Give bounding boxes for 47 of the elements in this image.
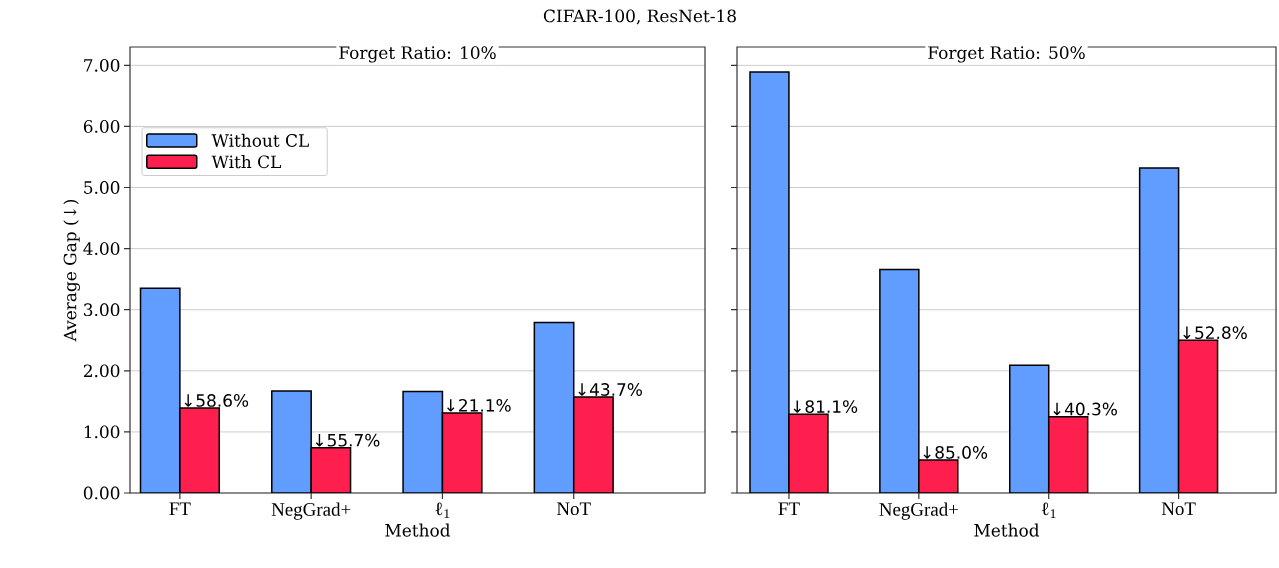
annotation: ↓55.7% — [315, 433, 380, 447]
bar — [179, 407, 221, 493]
y-axis-title: Average Gap (↓) — [63, 199, 80, 342]
x-tick-label: FT — [169, 502, 191, 515]
bar — [533, 321, 575, 493]
annotation: ↓43.7% — [578, 383, 642, 396]
bar — [139, 287, 181, 493]
bar — [749, 71, 790, 493]
text: CIFAR-100, ResNet-18 — [543, 9, 736, 25]
x-tick-label: NegGrad+ — [271, 502, 351, 520]
x-axis-title: Method — [385, 523, 451, 537]
y-tick-label: 1.00 — [84, 425, 120, 439]
bar — [310, 447, 352, 493]
bar — [879, 268, 920, 493]
x-tick-label: ℓ$_{1}$ — [1041, 502, 1056, 518]
annotation: ↓21.1% — [447, 398, 511, 412]
y-tick-label: 3.00 — [84, 303, 120, 317]
x-tick-label: NoT — [556, 502, 591, 516]
bar — [788, 413, 829, 493]
bar — [1177, 339, 1219, 493]
annotation: ↓58.6% — [184, 394, 249, 407]
annotation: ↓85.0% — [923, 445, 988, 459]
legend-label: With CL — [211, 155, 281, 169]
x-tick-label: ℓ$_{1}$ — [435, 502, 450, 518]
x-tick-label: NoT — [1161, 502, 1196, 516]
x-tick-label: NegGrad+ — [879, 502, 958, 520]
legend-label: Without CL — [211, 133, 309, 147]
bar — [1009, 364, 1050, 493]
bar — [1138, 167, 1180, 493]
y-tick-label: 0.00 — [83, 486, 120, 500]
bar — [441, 412, 483, 493]
chart-title: Forget Ratio: 50% — [928, 46, 1085, 63]
chart-title: Forget Ratio: 10% — [339, 46, 496, 63]
y-tick-label: 7.00 — [84, 58, 120, 72]
annotation: ↓52.8% — [1183, 326, 1247, 340]
y-tick-label: 6.00 — [83, 120, 120, 133]
bar — [271, 390, 312, 493]
bar — [402, 390, 444, 493]
annotation: ↓40.3% — [1053, 402, 1117, 416]
x-tick-label: FT — [778, 502, 800, 515]
y-tick-label: 5.00 — [84, 181, 120, 194]
bar — [1047, 415, 1089, 493]
bar — [572, 396, 614, 493]
annotation: ↓81.1% — [793, 400, 858, 413]
y-tick-label: 2.00 — [83, 364, 120, 378]
y-tick-label: 4.00 — [83, 242, 120, 256]
x-axis-title: Method — [974, 523, 1040, 537]
